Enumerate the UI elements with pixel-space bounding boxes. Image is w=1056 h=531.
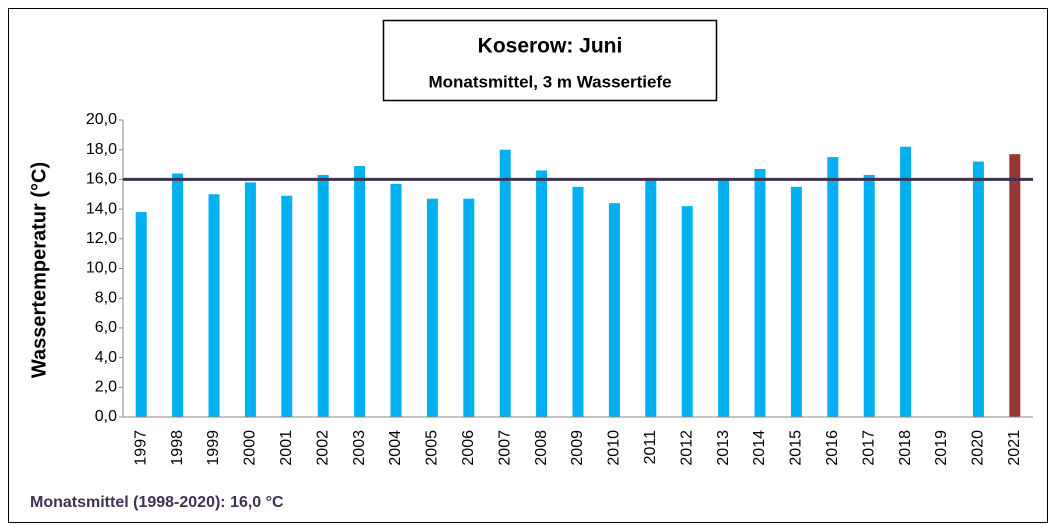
bar — [426, 198, 438, 417]
bar — [681, 206, 693, 417]
bar — [900, 146, 912, 418]
x-tick-label: 2007 — [496, 430, 513, 466]
bar — [390, 183, 402, 417]
bar — [718, 177, 730, 417]
x-tick-label: 2001 — [278, 430, 295, 466]
bar — [863, 174, 875, 417]
x-tick-label: 2008 — [533, 430, 550, 466]
y-tick-label: 12,0 — [86, 230, 117, 247]
x-tick-label: 2005 — [424, 430, 441, 466]
x-tick-label: 2018 — [897, 430, 914, 466]
x-tick-label: 2002 — [314, 430, 331, 466]
y-tick-label: 20,0 — [86, 111, 117, 128]
x-tick-label: 2021 — [1006, 430, 1023, 466]
x-tick-label: 2013 — [715, 430, 732, 466]
y-tick-label: 16,0 — [86, 171, 117, 188]
x-tick-label: 2019 — [933, 430, 950, 466]
bar — [754, 169, 766, 417]
y-axis-label: Wassertemperatur (°C) — [28, 162, 50, 378]
x-tick-label: 1997 — [132, 430, 149, 466]
bar — [135, 212, 147, 417]
bar — [317, 174, 329, 417]
x-tick-label: 2012 — [678, 430, 695, 466]
y-tick-label: 4,0 — [95, 349, 117, 366]
y-tick-label: 0,0 — [95, 408, 117, 425]
y-tick-label: 18,0 — [86, 141, 117, 158]
bar — [281, 195, 293, 417]
bar — [354, 166, 366, 417]
x-tick-label: 1999 — [205, 430, 222, 466]
bar — [572, 186, 584, 417]
x-tick-label: 2017 — [860, 430, 877, 466]
bar — [208, 194, 220, 417]
chart-subtitle: Monatsmittel, 3 m Wassertiefe — [428, 72, 671, 91]
x-tick-label: 2016 — [824, 430, 841, 466]
chart-title: Koserow: Juni — [478, 35, 623, 58]
bar — [172, 173, 184, 417]
bar — [972, 161, 984, 417]
bar — [790, 186, 802, 417]
x-tick-label: 2003 — [351, 430, 368, 466]
x-tick-label: 2010 — [606, 430, 623, 466]
x-tick-label: 2009 — [569, 430, 586, 466]
title-box — [382, 19, 718, 102]
bar — [244, 182, 256, 417]
x-tick-label: 1998 — [169, 430, 186, 466]
bar — [1009, 154, 1021, 417]
x-tick-label: 2020 — [970, 430, 987, 466]
bar — [645, 177, 657, 417]
bar — [827, 157, 839, 417]
x-tick-label: 2015 — [788, 430, 805, 466]
y-tick-label: 10,0 — [86, 260, 117, 277]
annotation: Monatsmittel (1998-2020): 16,0 °C — [30, 494, 284, 511]
x-tick-label: 2011 — [642, 430, 659, 465]
x-tick-label: 2000 — [242, 430, 259, 466]
y-tick-label: 2,0 — [95, 379, 117, 396]
x-tick-label: 2004 — [387, 430, 404, 466]
y-tick-label: 6,0 — [95, 319, 117, 336]
bar — [608, 203, 620, 417]
bar — [499, 149, 511, 417]
y-tick-label: 8,0 — [95, 289, 117, 306]
bar — [536, 170, 548, 417]
x-tick-label: 2014 — [751, 430, 768, 466]
x-tick-label: 2006 — [460, 430, 477, 466]
bar — [463, 198, 475, 417]
y-tick-label: 14,0 — [86, 200, 117, 217]
